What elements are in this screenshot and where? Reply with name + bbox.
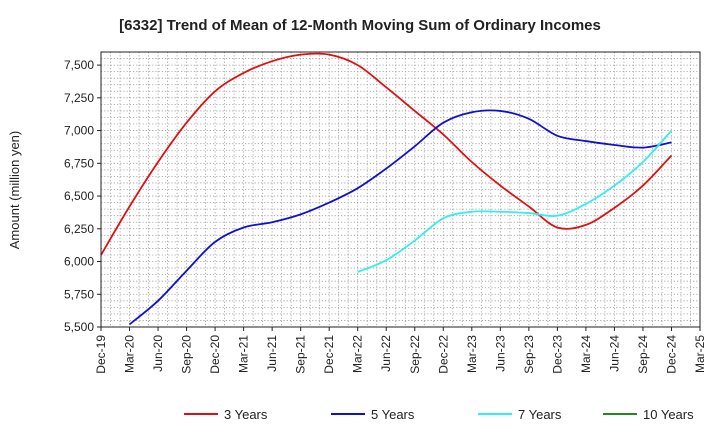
legend-label: 5 Years (371, 407, 415, 422)
y-tick-label: 7,000 (64, 124, 94, 138)
legend-item-7-years: 7 Years (478, 407, 562, 422)
y-axis: 5,500 5,750 6,000 6,250 6,500 6,750 7,000 7,250… (64, 58, 101, 334)
y-tick-label: 5,500 (64, 320, 94, 334)
series-line-5-years (128, 109, 672, 326)
x-tick-label: Dec-22 (436, 335, 450, 374)
legend-item-3-years: 3 Years (184, 407, 268, 422)
x-tick-label: Dec-23 (550, 335, 564, 374)
x-tick-label: Dec-24 (664, 335, 678, 374)
x-tick-label: Jun-23 (493, 335, 507, 372)
x-tick-label: Sep-22 (408, 335, 422, 374)
y-axis-label: Amount (million yen) (7, 131, 22, 250)
chart-title: [6332] Trend of Mean of 12-Month Moving … (119, 17, 601, 34)
legend-label: 3 Years (224, 407, 268, 422)
x-tick-label: Mar-25 (693, 335, 707, 373)
legend-item-5-years: 5 Years (331, 407, 415, 422)
x-tick-label: Jun-22 (379, 335, 393, 372)
series-lines (100, 52, 673, 326)
y-tick-label: 7,500 (64, 58, 94, 72)
x-axis: Dec-19 Mar-20 Jun-20 Sep-20 Dec-20 Mar-21 Jun-… (94, 327, 707, 374)
x-tick-label: Sep-24 (636, 335, 650, 374)
y-tick-label: 6,250 (64, 222, 94, 236)
x-tick-label: Jun-21 (265, 335, 279, 372)
x-tick-label: Dec-19 (94, 335, 108, 374)
x-tick-label: Jun-24 (607, 335, 621, 372)
x-tick-label: Mar-20 (123, 335, 137, 373)
y-tick-label: 6,500 (64, 189, 94, 203)
y-tick-label: 6,750 (64, 156, 94, 170)
x-tick-label: Mar-24 (579, 335, 593, 373)
x-tick-label: Dec-20 (208, 335, 222, 374)
legend-label: 7 Years (518, 407, 562, 422)
x-tick-label: Sep-20 (180, 335, 194, 374)
x-tick-label: Mar-23 (465, 335, 479, 373)
legend-label: 10 Years (643, 407, 694, 422)
gridlines (101, 52, 700, 327)
series-line-7-years (357, 129, 673, 273)
x-tick-label: Mar-21 (237, 335, 251, 373)
series-line-3-years (100, 52, 673, 256)
legend-item-10-years: 10 Years (603, 407, 694, 422)
plot-frame (100, 51, 701, 328)
x-tick-label: Jun-20 (151, 335, 165, 372)
x-tick-label: Sep-21 (294, 335, 308, 374)
x-tick-label: Mar-22 (351, 335, 365, 373)
y-tick-label: 5,750 (64, 287, 94, 301)
y-tick-label: 6,000 (64, 255, 94, 269)
y-tick-label: 7,250 (64, 91, 94, 105)
x-tick-label: Sep-23 (522, 335, 536, 374)
x-tick-label: Dec-21 (322, 335, 336, 374)
legend: 3 Years 5 Years 7 Years 10 Years (184, 407, 694, 422)
